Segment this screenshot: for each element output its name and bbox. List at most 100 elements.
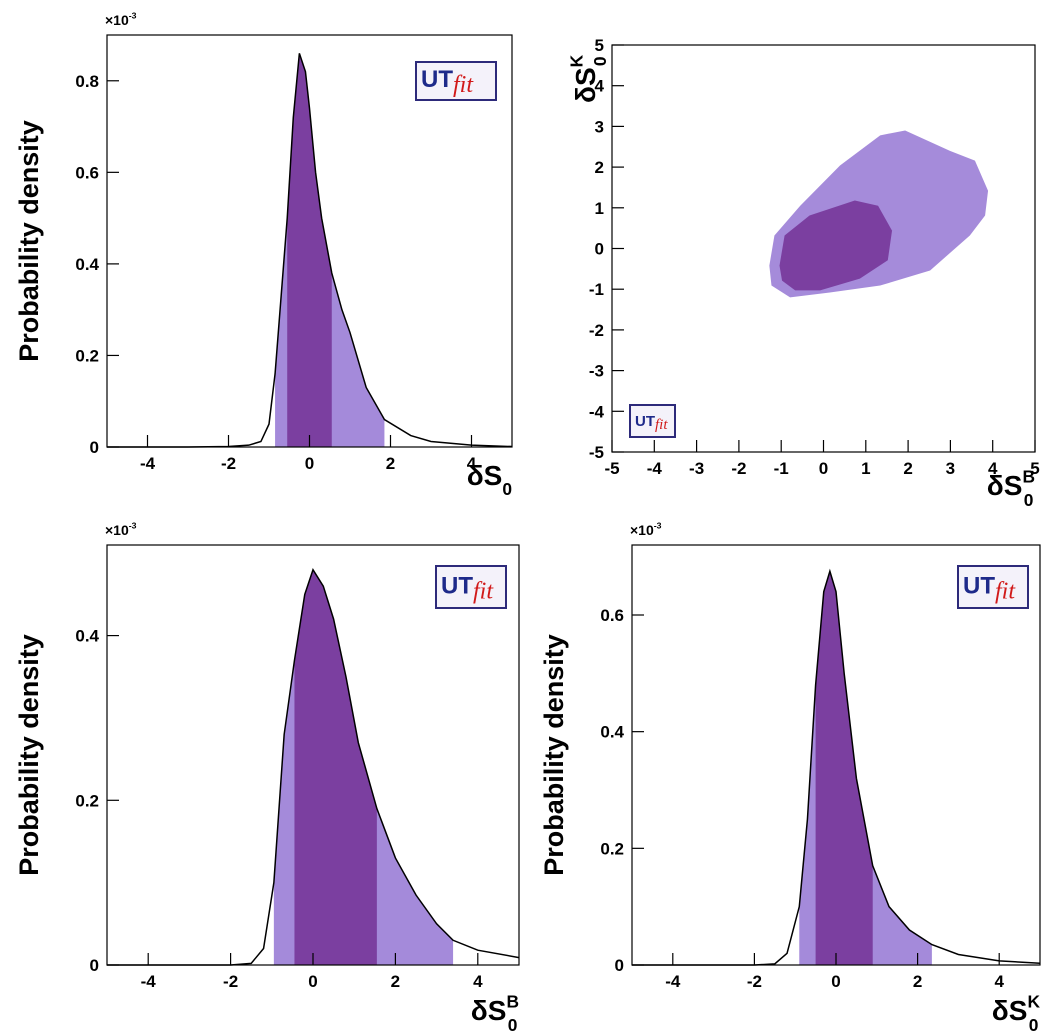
y-tick-label: -1 (589, 280, 604, 299)
x-axis-title: δS0 (467, 460, 512, 499)
y-tick-label: 0.6 (75, 163, 99, 182)
y-tick-label: -3 (589, 362, 604, 381)
x-tick-label: -4 (140, 454, 156, 473)
logo-frame (435, 565, 507, 609)
y-tick-label: 0.4 (75, 255, 99, 274)
x-tick-label: -5 (604, 459, 619, 478)
x-axis-title-sub: 0 (1029, 1015, 1039, 1035)
logo: UTfit (421, 66, 474, 98)
x-axis-title-base: δS (467, 460, 503, 491)
x-tick-label: 0 (819, 459, 828, 478)
x-axis-title-base: δS (471, 995, 507, 1026)
logo-fit: fit (453, 72, 474, 98)
logo: UTfit (441, 573, 494, 605)
x-tick-label: 2 (391, 972, 400, 991)
x-tick-label: 4 (467, 454, 477, 473)
x-axis-title: δSK 0 (992, 991, 1041, 1035)
x-axis-title-sup: B (506, 991, 519, 1011)
axis-multiplier-sup: -3 (654, 521, 662, 531)
logo-fit: fit (995, 579, 1016, 605)
x-tick-label: -4 (665, 972, 681, 991)
y-tick-label: 1 (595, 199, 604, 218)
y-axis-title: Probability density (14, 634, 44, 876)
x-tick-label: 2 (913, 972, 922, 991)
y-tick-label: 0.4 (600, 723, 624, 742)
logo-main: UT (441, 573, 473, 600)
x-tick-label: -2 (731, 459, 746, 478)
x-tick-label: -1 (774, 459, 789, 478)
x-tick-label: -2 (747, 972, 762, 991)
axis-multiplier-base: ×10 (105, 522, 129, 538)
interval-region (287, 53, 332, 448)
x-axis-title-sub: 0 (508, 1015, 518, 1035)
y-tick-label: 5 (595, 36, 604, 55)
x-tick-label: -4 (647, 459, 663, 478)
x-tick-label: 5 (1030, 459, 1039, 478)
x-tick-label: -4 (141, 972, 157, 991)
y-axis-title-sub: 0 (590, 56, 610, 66)
x-tick-label: 0 (305, 454, 314, 473)
x-axis-title-sub: 0 (1024, 490, 1034, 510)
x-tick-label: 1 (861, 459, 870, 478)
y-tick-label: 0.6 (600, 606, 624, 625)
logo-main: UT (963, 573, 995, 600)
y-tick-label: -4 (589, 402, 605, 421)
density-curve (107, 567, 520, 966)
x-axis-title-base: δS (992, 995, 1028, 1026)
x-tick-label: 4 (473, 972, 483, 991)
y-axis-title: Probability density (14, 120, 44, 362)
y-axis-title: Probability density (539, 634, 569, 876)
contour-region (779, 200, 893, 291)
x-tick-label: -2 (223, 972, 238, 991)
x-axis-title: δSB 0 (471, 991, 519, 1035)
x-tick-label: 0 (831, 972, 840, 991)
y-tick-label: 0.8 (75, 72, 99, 91)
x-tick-label: 4 (988, 459, 998, 478)
y-tick-label: 0.2 (600, 839, 624, 858)
axis-multiplier: ×10-3 (105, 521, 137, 538)
logo-frame (957, 565, 1029, 609)
logo-main: UT (421, 66, 453, 93)
axis-multiplier-base: ×10 (630, 522, 654, 538)
axis-multiplier-sup: -3 (129, 11, 137, 21)
x-tick-label: 2 (386, 454, 395, 473)
y-tick-label: 0.2 (75, 346, 99, 365)
axis-multiplier: ×10-3 (630, 521, 662, 538)
logo-frame (415, 61, 497, 101)
axis-multiplier-base: ×10 (105, 12, 129, 28)
logo-fit: fit (655, 417, 668, 433)
y-tick-label: 0.2 (75, 791, 99, 810)
y-tick-label: 0 (595, 240, 604, 259)
x-axis-title-sub: 0 (502, 479, 512, 499)
interval-region (294, 569, 377, 965)
x-tick-label: -2 (221, 454, 236, 473)
y-axis-title: δSK 0 (566, 54, 610, 103)
x-tick-label: 0 (308, 972, 317, 991)
y-tick-label: -5 (589, 443, 604, 462)
x-axis-title-base: δS (987, 470, 1023, 501)
logo: UTfit (963, 573, 1016, 605)
interval-region (815, 571, 873, 965)
y-tick-label: 0 (615, 956, 624, 975)
x-tick-label: 2 (903, 459, 912, 478)
density-curve (107, 53, 513, 448)
y-tick-label: 2 (595, 158, 604, 177)
y-tick-label: 4 (595, 77, 605, 96)
x-axis-title: δSB 0 (987, 466, 1035, 510)
x-axis-title-sup: K (1027, 991, 1040, 1011)
y-axis-title-base: δS (570, 67, 601, 103)
logo-fit: fit (473, 579, 494, 605)
x-tick-label: 4 (994, 972, 1004, 991)
axis-multiplier: ×10-3 (105, 11, 137, 28)
x-tick-label: -3 (689, 459, 704, 478)
density-curve (632, 568, 1041, 966)
x-tick-label: 3 (946, 459, 955, 478)
x-axis-title-sup: B (1022, 466, 1035, 486)
y-tick-label: 0.4 (75, 627, 99, 646)
axis-multiplier-sup: -3 (129, 521, 137, 531)
logo-frame (629, 404, 676, 438)
y-tick-label: 0 (90, 956, 99, 975)
y-tick-label: 0 (90, 438, 99, 457)
logo: UTfit (635, 413, 668, 433)
